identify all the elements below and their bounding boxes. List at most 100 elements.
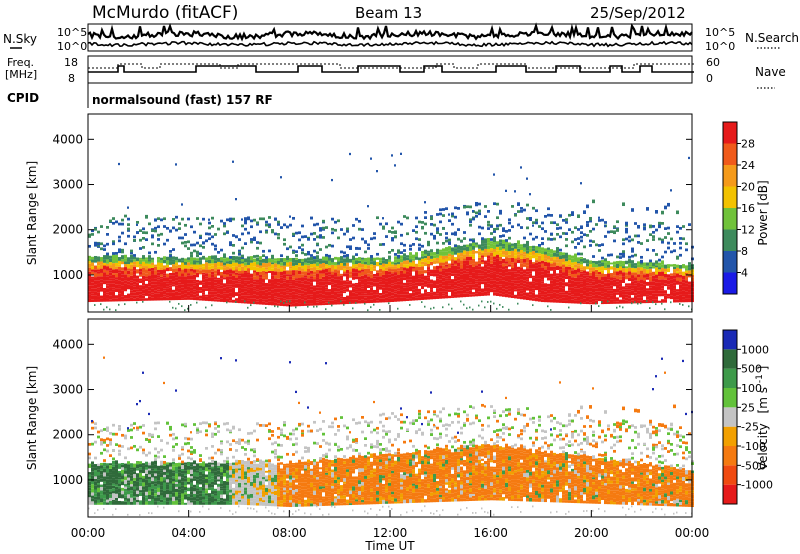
- heatmap-cell: [244, 496, 247, 501]
- heatmap-cell: [298, 478, 301, 483]
- heatmap-cell: [121, 294, 124, 297]
- heatmap-cell: [94, 464, 97, 468]
- heatmap-cell: [91, 419, 93, 423]
- heatmap-cell: [88, 494, 91, 498]
- heatmap-cell: [112, 280, 115, 284]
- heatmap-cell: [214, 299, 217, 302]
- heatmap-cell: [139, 399, 141, 403]
- heatmap-cell: [625, 283, 628, 286]
- heatmap-cell: [136, 448, 139, 452]
- heatmap-cell: [214, 273, 217, 278]
- heatmap-cell: [364, 240, 367, 243]
- heatmap-cell: [118, 250, 121, 254]
- heatmap-cell: [628, 235, 631, 239]
- heatmap-cell: [448, 278, 451, 281]
- heatmap-cell: [130, 282, 133, 286]
- heatmap-cell: [190, 482, 193, 487]
- heatmap-cell: [94, 277, 97, 281]
- heatmap-cell: [112, 474, 115, 478]
- heatmap-cell: [223, 277, 226, 280]
- heatmap-cell: [646, 269, 649, 274]
- heatmap-cell: [259, 497, 262, 502]
- heatmap-cell: [259, 267, 262, 272]
- heatmap-cell: [661, 285, 664, 289]
- heatmap-cell: [268, 488, 271, 493]
- heatmap-cell: [94, 470, 97, 472]
- heatmap-cell: [628, 274, 631, 278]
- heatmap-cell: [181, 475, 184, 478]
- heatmap-cell: [562, 297, 565, 301]
- heatmap-cell: [286, 496, 289, 501]
- heatmap-cell: [520, 166, 522, 169]
- heatmap-cell: [418, 294, 421, 298]
- heatmap-cell: [100, 498, 103, 503]
- heatmap-cell: [88, 291, 91, 295]
- heatmap-cell: [340, 266, 343, 271]
- heatmap-cell: [220, 294, 223, 299]
- heatmap-cell: [127, 427, 129, 430]
- heatmap-cell: [379, 268, 382, 273]
- heatmap-cell: [190, 243, 193, 247]
- heatmap-cell: [211, 271, 214, 275]
- heatmap-cell: [511, 271, 514, 277]
- heatmap-cell: [103, 276, 106, 281]
- heatmap-cell: [202, 502, 205, 505]
- heatmap-cell: [610, 277, 613, 281]
- heatmap-cell: [229, 260, 232, 265]
- heatmap-cell: [334, 276, 337, 280]
- heatmap-cell: [193, 487, 196, 492]
- heatmap-cell: [256, 510, 258, 513]
- heatmap-cell: [241, 479, 244, 483]
- heatmap-cell: [169, 490, 172, 495]
- heatmap-cell: [364, 291, 367, 294]
- heatmap-cell: [154, 284, 157, 288]
- heatmap-cell: [340, 293, 343, 297]
- heatmap-cell: [478, 275, 481, 279]
- heatmap-cell: [502, 246, 505, 249]
- heatmap-cell: [649, 287, 652, 291]
- heatmap-cell: [283, 223, 286, 227]
- heatmap-cell: [232, 244, 235, 247]
- heatmap-cell: [211, 494, 214, 497]
- heatmap-cell: [583, 233, 586, 237]
- heatmap-cell: [622, 254, 625, 258]
- heatmap-cell: [283, 479, 286, 484]
- heatmap-cell: [100, 298, 103, 302]
- heatmap-cell: [382, 226, 385, 230]
- heatmap-cell: [196, 498, 199, 502]
- heatmap-cell: [340, 275, 343, 281]
- heatmap-cell: [325, 264, 328, 267]
- heatmap-cell: [169, 287, 172, 293]
- heatmap-cell: [175, 473, 178, 478]
- heatmap-cell: [160, 495, 163, 500]
- heatmap-cell: [610, 295, 613, 300]
- heatmap-cell: [226, 490, 229, 495]
- heatmap-cell: [247, 295, 250, 299]
- heatmap-cell: [292, 475, 295, 478]
- heatmap-cell: [487, 291, 490, 294]
- heatmap-cell: [271, 264, 274, 269]
- heatmap-cell: [235, 272, 238, 275]
- heatmap-cell: [385, 300, 388, 303]
- heatmap-cell: [265, 277, 268, 280]
- heatmap-cell: [328, 257, 331, 261]
- heatmap-cell: [682, 264, 685, 269]
- heatmap-cell: [493, 261, 496, 266]
- heatmap-cell: [478, 225, 481, 229]
- heatmap-cell: [283, 265, 286, 270]
- heatmap-cell: [121, 270, 124, 275]
- heatmap-cell: [241, 498, 244, 503]
- heatmap-cell: [487, 245, 490, 249]
- heatmap-cell: [523, 208, 526, 212]
- heatmap-cell: [625, 221, 628, 226]
- heatmap-cell: [211, 471, 214, 474]
- heatmap-cell: [634, 272, 637, 276]
- heatmap-cell: [190, 304, 192, 306]
- heatmap-cell: [340, 281, 343, 286]
- heatmap-cell: [688, 298, 691, 303]
- heatmap-cell: [340, 290, 343, 294]
- heatmap-cell: [415, 225, 418, 229]
- heatmap-cell: [241, 218, 243, 221]
- heatmap-cell: [346, 255, 349, 260]
- heatmap-cell: [655, 253, 658, 256]
